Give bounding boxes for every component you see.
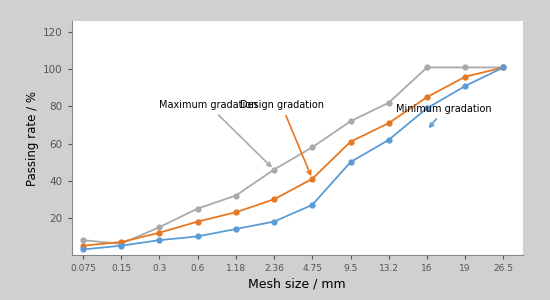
Y-axis label: Passing rate / %: Passing rate / % [25, 91, 39, 185]
Text: Maximum gradation: Maximum gradation [160, 100, 271, 166]
X-axis label: Mesh size / mm: Mesh size / mm [248, 277, 346, 290]
Text: Minimum gradation: Minimum gradation [397, 104, 492, 127]
Text: Design gradation: Design gradation [240, 100, 323, 175]
